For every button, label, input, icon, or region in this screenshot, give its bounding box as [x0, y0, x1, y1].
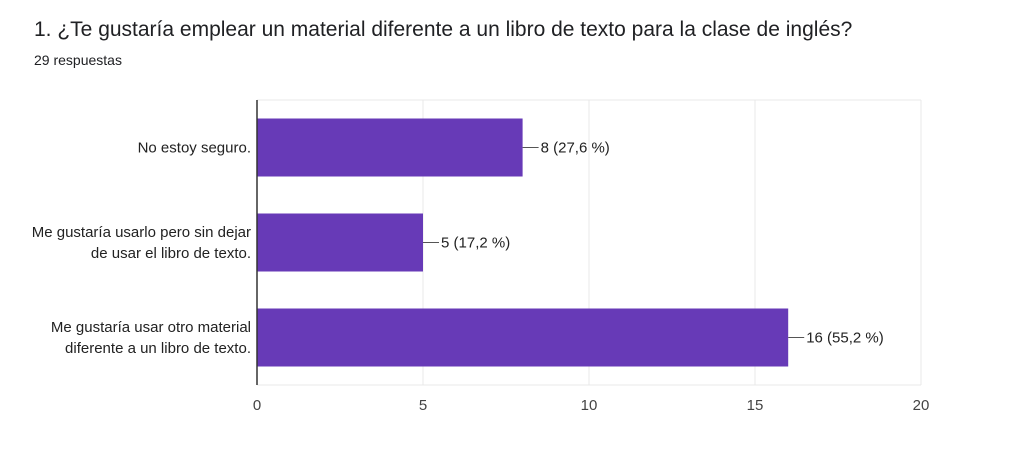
bar — [257, 118, 523, 177]
category-label: diferente a un libro de texto. — [65, 340, 251, 357]
value-label: 8 (27,6 %) — [541, 140, 610, 157]
category-label: de usar el libro de texto. — [91, 245, 251, 262]
labels: 0 5 10 15 20 8 (27,6 %) No estoy seguro. 5 (17,… — [32, 140, 930, 415]
x-tick-label: 10 — [581, 397, 598, 414]
response-count: 29 respuestas — [34, 52, 122, 68]
question-title: 1. ¿Te gustaría emplear un material dife… — [34, 18, 853, 41]
category-label: Me gustaría usarlo pero sin dejar — [32, 224, 251, 241]
category-label: Me gustaría usar otro material — [51, 319, 251, 336]
x-tick-label: 20 — [913, 397, 930, 414]
bar — [257, 213, 423, 272]
x-tick-label: 5 — [419, 397, 427, 414]
x-tick-label: 15 — [747, 397, 764, 414]
bars — [257, 118, 805, 367]
x-tick-label: 0 — [253, 397, 261, 414]
category-label: No estoy seguro. — [138, 140, 251, 157]
value-label: 5 (17,2 %) — [441, 235, 510, 252]
bar — [257, 308, 789, 367]
value-label: 16 (55,2 %) — [806, 330, 884, 347]
